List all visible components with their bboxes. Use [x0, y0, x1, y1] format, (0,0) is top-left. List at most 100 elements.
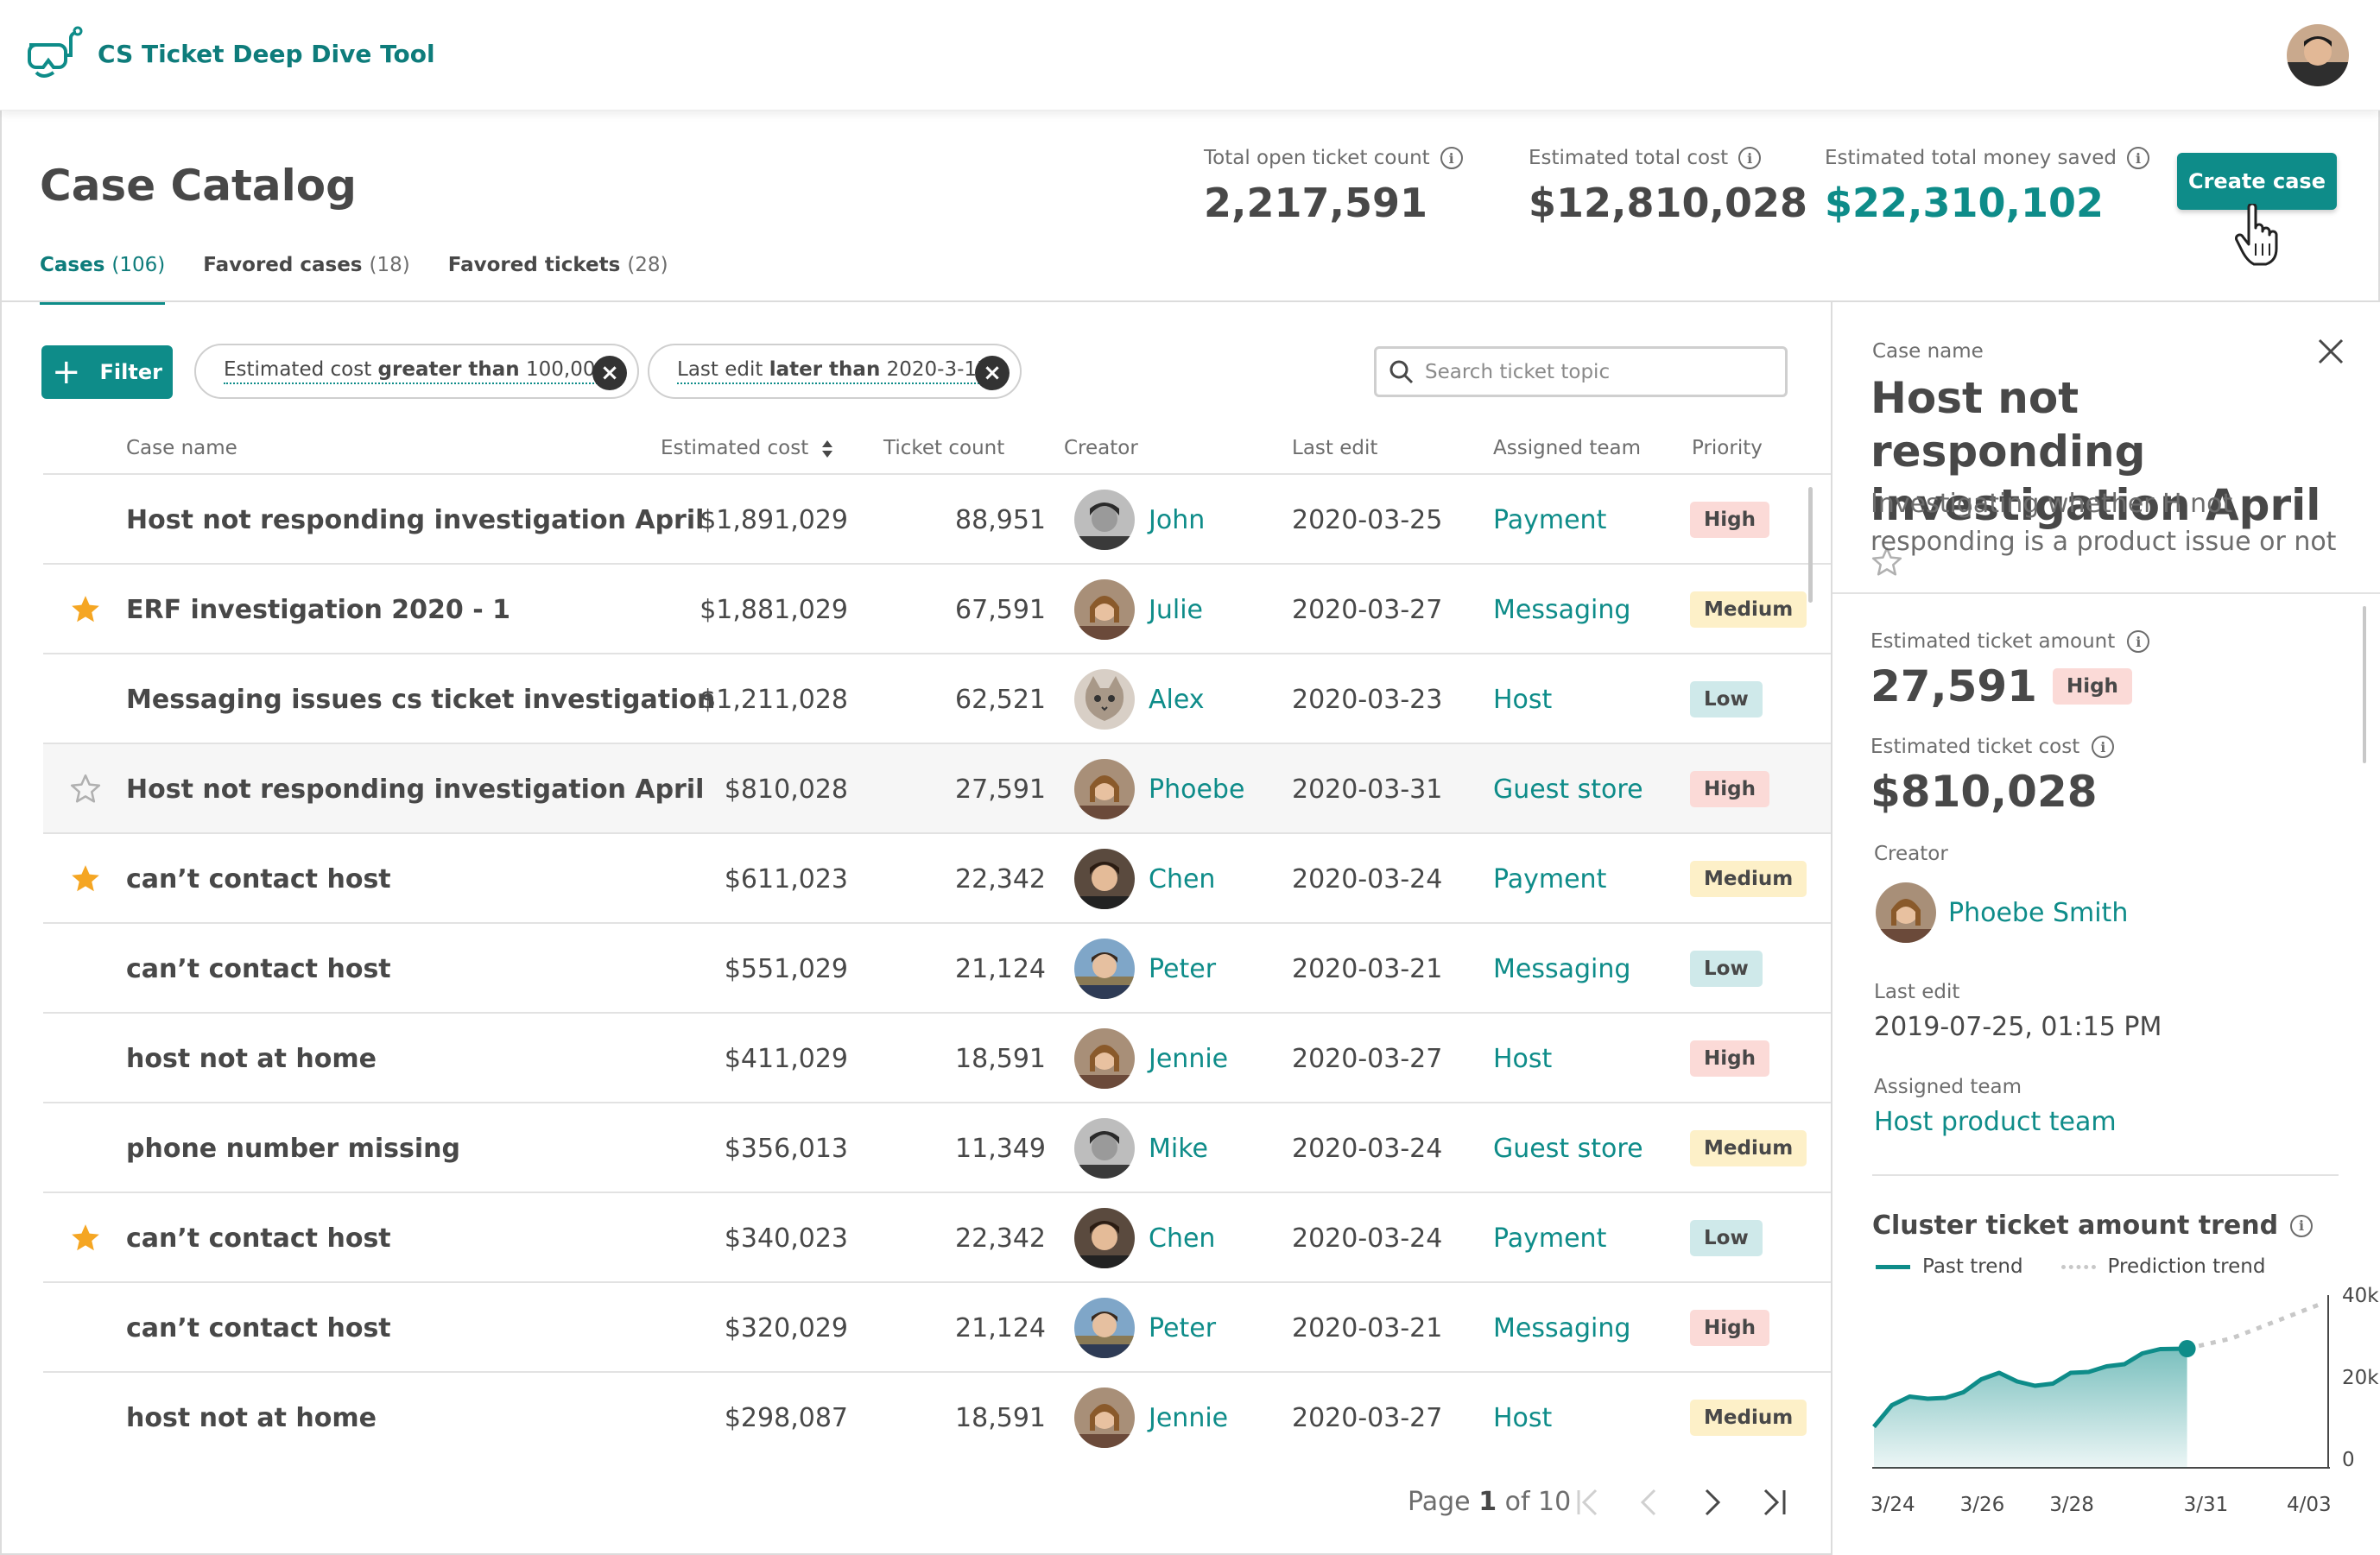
tab-cases[interactable]: Cases (106): [40, 254, 166, 305]
creator-avatar[interactable]: [1876, 882, 1936, 943]
avatar[interactable]: [1074, 1387, 1135, 1448]
assigned-team-link[interactable]: Payment: [1493, 863, 1607, 894]
assigned-team-link[interactable]: Guest store: [1493, 774, 1643, 805]
avatar[interactable]: [1074, 849, 1135, 909]
assigned-team-link[interactable]: Payment: [1493, 504, 1607, 535]
case-name-cell[interactable]: host not at home: [126, 1043, 377, 1074]
avatar[interactable]: [1074, 1028, 1135, 1089]
avatar[interactable]: [1074, 490, 1135, 550]
favorite-cell[interactable]: [67, 1283, 104, 1373]
close-icon[interactable]: ×: [592, 356, 627, 390]
avatar[interactable]: [1074, 1298, 1135, 1358]
favorite-cell[interactable]: [67, 1373, 104, 1463]
tab-favored-cases[interactable]: Favored cases (18): [203, 254, 409, 305]
favorite-cell[interactable]: [67, 654, 104, 744]
user-avatar[interactable]: [2287, 24, 2349, 86]
assigned-team-link[interactable]: Host: [1493, 1402, 1553, 1433]
assigned-team-link[interactable]: Messaging: [1493, 594, 1631, 625]
last-page-icon[interactable]: [1755, 1483, 1793, 1521]
case-name-cell[interactable]: can’t contact host: [126, 863, 391, 894]
case-name-cell[interactable]: ERF investigation 2020 - 1: [126, 594, 511, 625]
column-header-priority[interactable]: Priority: [1692, 437, 1763, 459]
assigned-team-link[interactable]: Guest store: [1493, 1133, 1643, 1164]
avatar[interactable]: [1074, 939, 1135, 999]
table-row[interactable]: host not at home $411,029 18,591 Jennie …: [43, 1012, 1831, 1102]
assigned-team-link[interactable]: Messaging: [1493, 953, 1631, 984]
case-name-cell[interactable]: Messaging issues cs ticket investigation: [126, 684, 716, 715]
creator-link[interactable]: Chen: [1149, 863, 1216, 894]
case-name-cell[interactable]: Host not responding investigation April: [126, 504, 705, 535]
creator-link[interactable]: Jennie: [1149, 1043, 1229, 1074]
case-name-cell[interactable]: can’t contact host: [126, 1223, 391, 1254]
creator-link[interactable]: Chen: [1149, 1223, 1216, 1254]
info-icon[interactable]: i: [2127, 630, 2150, 653]
filter-chip-cost[interactable]: Estimated cost greater than 100,000 ×: [194, 344, 639, 399]
case-name-cell[interactable]: can’t contact host: [126, 953, 391, 984]
table-row[interactable]: can’t contact host $611,023 22,342 Chen …: [43, 832, 1831, 922]
star-filled-icon[interactable]: [69, 1222, 102, 1255]
first-page-icon[interactable]: [1570, 1483, 1608, 1521]
table-row[interactable]: can’t contact host $320,029 21,124 Peter…: [43, 1281, 1831, 1371]
favorite-cell[interactable]: [67, 1014, 104, 1103]
case-name-cell[interactable]: Host not responding investigation April: [126, 774, 705, 805]
avatar[interactable]: [1074, 759, 1135, 819]
column-header-estimated-cost[interactable]: Estimated cost: [661, 437, 834, 459]
avatar[interactable]: [1074, 579, 1135, 640]
current-point-marker[interactable]: [2178, 1340, 2196, 1358]
table-row[interactable]: can’t contact host $551,029 21,124 Peter…: [43, 922, 1831, 1012]
creator-link[interactable]: Jennie: [1149, 1402, 1229, 1433]
creator-link[interactable]: John: [1149, 504, 1206, 535]
creator-link[interactable]: Mike: [1149, 1133, 1208, 1164]
create-case-button[interactable]: Create case: [2177, 153, 2337, 210]
avatar[interactable]: [1074, 1208, 1135, 1268]
creator-link[interactable]: Peter: [1149, 1312, 1217, 1343]
star-outline-icon[interactable]: [69, 773, 102, 806]
table-row[interactable]: Messaging issues cs ticket investigation…: [43, 653, 1831, 743]
column-header-case-name[interactable]: Case name: [126, 437, 237, 459]
creator-link[interactable]: Julie: [1149, 594, 1203, 625]
creator-link[interactable]: Phoebe Smith: [1948, 897, 2129, 928]
assigned-team-link[interactable]: Host: [1493, 684, 1553, 715]
filter-chip-last-edit[interactable]: Last edit later than 2020-3-15 ×: [648, 344, 1022, 399]
table-row[interactable]: phone number missing $356,013 11,349 Mik…: [43, 1102, 1831, 1192]
favorite-cell[interactable]: [67, 744, 104, 834]
column-header-last-edit[interactable]: Last edit: [1292, 437, 1378, 459]
star-filled-icon[interactable]: [69, 863, 102, 895]
creator-link[interactable]: Phoebe: [1149, 774, 1245, 805]
assigned-team-link[interactable]: Payment: [1493, 1223, 1607, 1254]
avatar[interactable]: [1074, 669, 1135, 730]
assigned-team-link[interactable]: Messaging: [1493, 1312, 1631, 1343]
assigned-team-link[interactable]: Host: [1493, 1043, 1553, 1074]
favorite-cell[interactable]: [67, 475, 104, 565]
filter-button[interactable]: + Filter: [41, 345, 173, 399]
search-input[interactable]: Search ticket topic: [1374, 346, 1788, 397]
table-scrollbar[interactable]: [1808, 487, 1813, 603]
prev-page-icon[interactable]: [1630, 1483, 1668, 1521]
favorite-cell[interactable]: [67, 1103, 104, 1193]
panel-scrollbar[interactable]: [2363, 606, 2366, 763]
assigned-team-link[interactable]: Host product team: [1874, 1107, 2117, 1137]
info-icon[interactable]: i: [2290, 1214, 2314, 1237]
close-icon[interactable]: ×: [975, 356, 1010, 390]
favorite-cell[interactable]: [67, 565, 104, 654]
case-name-cell[interactable]: phone number missing: [126, 1133, 460, 1164]
table-row[interactable]: Host not responding investigation April …: [43, 743, 1831, 832]
column-header-assigned-team[interactable]: Assigned team: [1493, 437, 1641, 459]
favorite-cell[interactable]: [67, 834, 104, 924]
table-row[interactable]: ERF investigation 2020 - 1 $1,881,029 67…: [43, 563, 1831, 653]
tab-favored-tickets[interactable]: Favored tickets (28): [448, 254, 668, 305]
table-row[interactable]: Host not responding investigation April …: [43, 473, 1831, 563]
creator-link[interactable]: Alex: [1149, 684, 1205, 715]
favorite-cell[interactable]: [67, 1193, 104, 1283]
info-icon[interactable]: i: [2092, 736, 2115, 758]
case-name-cell[interactable]: host not at home: [126, 1402, 377, 1433]
table-row[interactable]: host not at home $298,087 18,591 Jennie …: [43, 1371, 1831, 1461]
info-icon[interactable]: i: [1440, 147, 1463, 169]
info-icon[interactable]: i: [2126, 147, 2149, 169]
sort-icon[interactable]: [820, 439, 834, 459]
column-header-creator[interactable]: Creator: [1064, 437, 1138, 459]
table-row[interactable]: can’t contact host $340,023 22,342 Chen …: [43, 1192, 1831, 1281]
creator-link[interactable]: Peter: [1149, 953, 1217, 984]
close-icon[interactable]: [2316, 337, 2345, 366]
star-outline-icon[interactable]: [1870, 546, 1903, 578]
